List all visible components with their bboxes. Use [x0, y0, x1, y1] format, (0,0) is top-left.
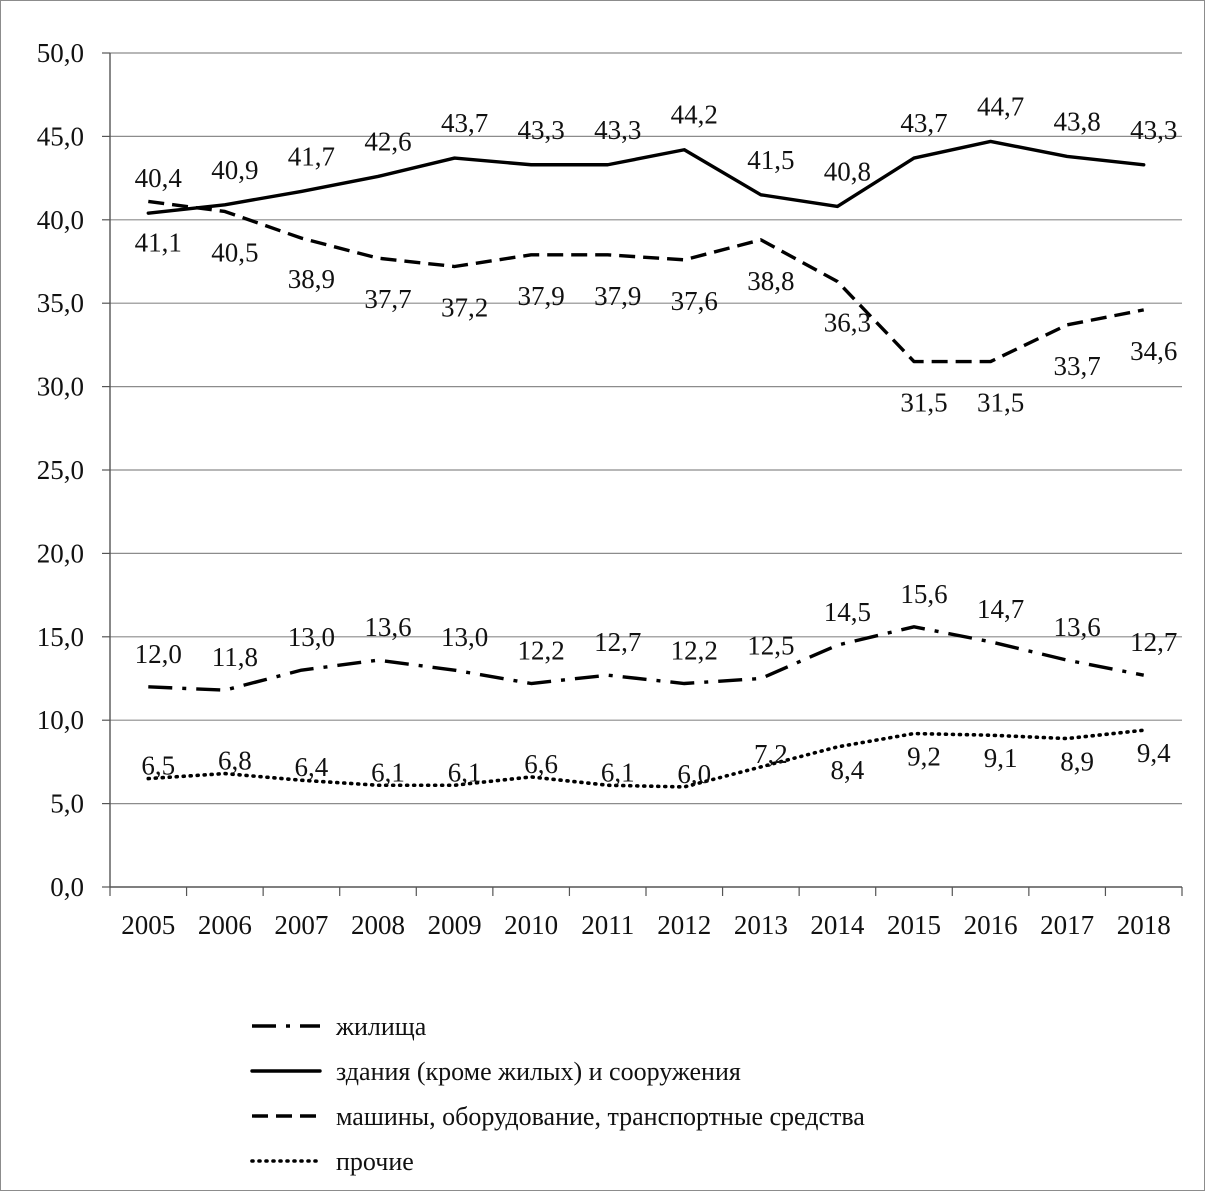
y-tick-label: 0,0 [50, 872, 84, 902]
y-tick-label: 35,0 [37, 288, 84, 318]
data-label: 6,0 [677, 759, 711, 789]
x-tick-label: 2010 [504, 910, 558, 940]
data-label: 6,6 [524, 749, 558, 779]
data-label: 34,6 [1130, 336, 1177, 366]
series-line-0 [148, 625, 1145, 692]
x-tick-label: 2005 [121, 910, 175, 940]
data-label: 43,3 [594, 115, 641, 145]
data-label: 6,1 [371, 757, 405, 787]
data-label: 9,4 [1137, 738, 1171, 768]
x-tick-label: 2009 [428, 910, 482, 940]
legend-label: машины, оборудование, транспортные средс… [336, 1102, 865, 1131]
data-label: 41,5 [747, 145, 794, 175]
data-label: 14,7 [977, 594, 1024, 624]
y-tick-label: 30,0 [37, 372, 84, 402]
data-label: 44,2 [671, 100, 718, 130]
x-tick-label: 2007 [274, 910, 328, 940]
data-label: 43,7 [900, 108, 947, 138]
data-label: 33,7 [1054, 351, 1101, 381]
legend-label: прочие [336, 1147, 414, 1176]
data-label: 43,8 [1054, 106, 1101, 136]
data-label: 37,7 [364, 284, 411, 314]
data-label: 12,7 [1130, 627, 1177, 657]
data-label: 42,6 [364, 126, 411, 156]
data-label: 13,0 [288, 622, 335, 652]
data-label: 8,4 [831, 755, 865, 785]
y-tick-label: 25,0 [37, 455, 84, 485]
data-label: 12,2 [518, 636, 565, 666]
data-label: 44,7 [977, 91, 1024, 121]
data-label: 37,6 [671, 286, 718, 316]
y-tick-label: 20,0 [37, 538, 84, 568]
series-line-2 [148, 199, 1145, 364]
data-label: 41,1 [135, 227, 182, 257]
series-line-3 [146, 728, 1146, 789]
legend-label: жилища [335, 1012, 427, 1041]
x-tick-label: 2012 [657, 910, 711, 940]
data-label: 38,9 [288, 264, 335, 294]
data-label: 38,8 [747, 266, 794, 296]
data-label: 37,2 [441, 293, 488, 323]
data-label: 43,3 [518, 115, 565, 145]
y-tick-label: 40,0 [37, 205, 84, 235]
data-label: 40,5 [211, 237, 258, 267]
data-label: 40,9 [211, 155, 258, 185]
x-tick-label: 2017 [1040, 910, 1094, 940]
data-label: 7,2 [754, 739, 788, 769]
x-tick-label: 2013 [734, 910, 788, 940]
data-label: 12,5 [747, 631, 794, 661]
y-tick-label: 45,0 [37, 121, 84, 151]
data-label: 9,2 [907, 742, 941, 772]
data-label: 6,1 [601, 757, 635, 787]
data-label: 6,5 [141, 751, 175, 781]
x-tick-label: 2011 [581, 910, 634, 940]
data-label: 6,1 [448, 757, 482, 787]
data-label: 13,0 [441, 622, 488, 652]
data-label: 12,7 [594, 627, 641, 657]
series-line-1 [146, 139, 1146, 215]
data-label: 40,4 [135, 163, 183, 193]
data-label: 13,6 [1054, 612, 1101, 642]
data-label: 12,0 [135, 639, 182, 669]
data-label: 6,4 [295, 752, 329, 782]
data-label: 6,8 [218, 746, 252, 776]
data-label: 37,9 [594, 281, 641, 311]
x-tick-label: 2015 [887, 910, 941, 940]
y-tick-label: 50,0 [37, 38, 84, 68]
y-tick-label: 10,0 [37, 705, 84, 735]
data-label: 8,9 [1060, 747, 1094, 777]
data-label: 36,3 [824, 308, 871, 338]
y-tick-label: 5,0 [50, 789, 84, 819]
x-tick-label: 2008 [351, 910, 405, 940]
data-label: 41,7 [288, 141, 335, 171]
data-label: 37,9 [518, 281, 565, 311]
data-label: 43,7 [441, 108, 488, 138]
x-tick-label: 2014 [810, 910, 865, 940]
data-label: 15,6 [900, 579, 947, 609]
data-label: 43,3 [1130, 115, 1177, 145]
x-tick-label: 2018 [1117, 910, 1171, 940]
data-label: 12,2 [671, 636, 718, 666]
data-label: 40,8 [824, 156, 871, 186]
data-label: 14,5 [824, 597, 871, 627]
data-label: 11,8 [212, 642, 258, 672]
x-tick-label: 2006 [198, 910, 252, 940]
data-label: 31,5 [900, 388, 947, 418]
data-label: 31,5 [977, 388, 1024, 418]
data-label: 13,6 [364, 612, 411, 642]
legend-label: здания (кроме жилых) и сооружения [336, 1057, 741, 1086]
data-label: 9,1 [984, 743, 1018, 773]
y-tick-label: 15,0 [37, 622, 84, 652]
x-tick-label: 2016 [964, 910, 1018, 940]
